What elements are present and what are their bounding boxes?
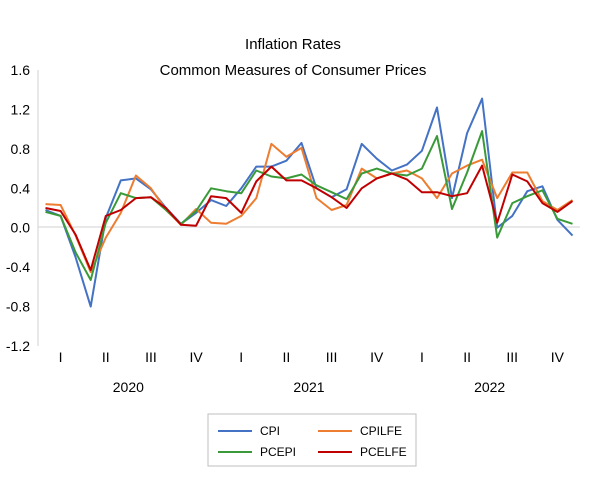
x-tick-label-year: 2020 <box>113 379 144 395</box>
y-tick-label: -1.2 <box>6 338 30 354</box>
x-tick-label-quarter: I <box>59 349 63 365</box>
legend-label-pcepi: PCEPI <box>260 445 296 459</box>
y-tick-label: 1.2 <box>11 101 31 117</box>
legend-label-cpilfe: CPILFE <box>360 424 402 438</box>
x-tick-label-quarter: IV <box>370 349 384 365</box>
x-tick-label-quarter: III <box>145 349 157 365</box>
x-tick-label-quarter: III <box>326 349 338 365</box>
series-line-pcepi <box>45 130 573 281</box>
series-line-pcelfe <box>45 164 574 272</box>
y-tick-label: 1.6 <box>11 62 31 78</box>
legend-box <box>207 413 417 467</box>
x-tick-label-quarter: II <box>463 349 471 365</box>
y-tick-label: -0.4 <box>6 259 30 275</box>
legend-label-pcelfe: PCELFE <box>360 445 407 459</box>
x-tick-label-quarter: I <box>239 349 243 365</box>
series-lines <box>45 97 574 308</box>
legend: CPI CPILFE PCEPI PCELFE <box>207 413 417 467</box>
chart-subtitle: Common Measures of Consumer Prices <box>160 62 427 79</box>
y-tick-label: 0.4 <box>11 180 31 196</box>
legend-label-cpi: CPI <box>260 424 280 438</box>
x-tick-label-quarter: I <box>420 349 424 365</box>
x-tick-label-quarter: IV <box>551 349 565 365</box>
chart-title: Inflation Rates <box>245 36 341 53</box>
y-tick-labels: 1.6 1.2 0.8 0.4 0.0 -0.4 -0.8 -1.2 <box>6 62 30 354</box>
x-tick-label-year: 2021 <box>293 379 324 395</box>
series-line-cpi <box>45 97 574 308</box>
series-line-cpilfe <box>45 142 574 274</box>
y-tick-label: 0.8 <box>11 141 31 157</box>
x-tick-label-quarter: II <box>102 349 110 365</box>
x-tick-label-quarter: III <box>506 349 518 365</box>
y-tick-label: -0.8 <box>6 299 30 315</box>
x-tick-label-year: 2022 <box>474 379 505 395</box>
x-tick-label-quarter: IV <box>189 349 203 365</box>
y-tick-label: 0.0 <box>11 220 31 236</box>
x-tick-label-quarter: II <box>283 349 291 365</box>
